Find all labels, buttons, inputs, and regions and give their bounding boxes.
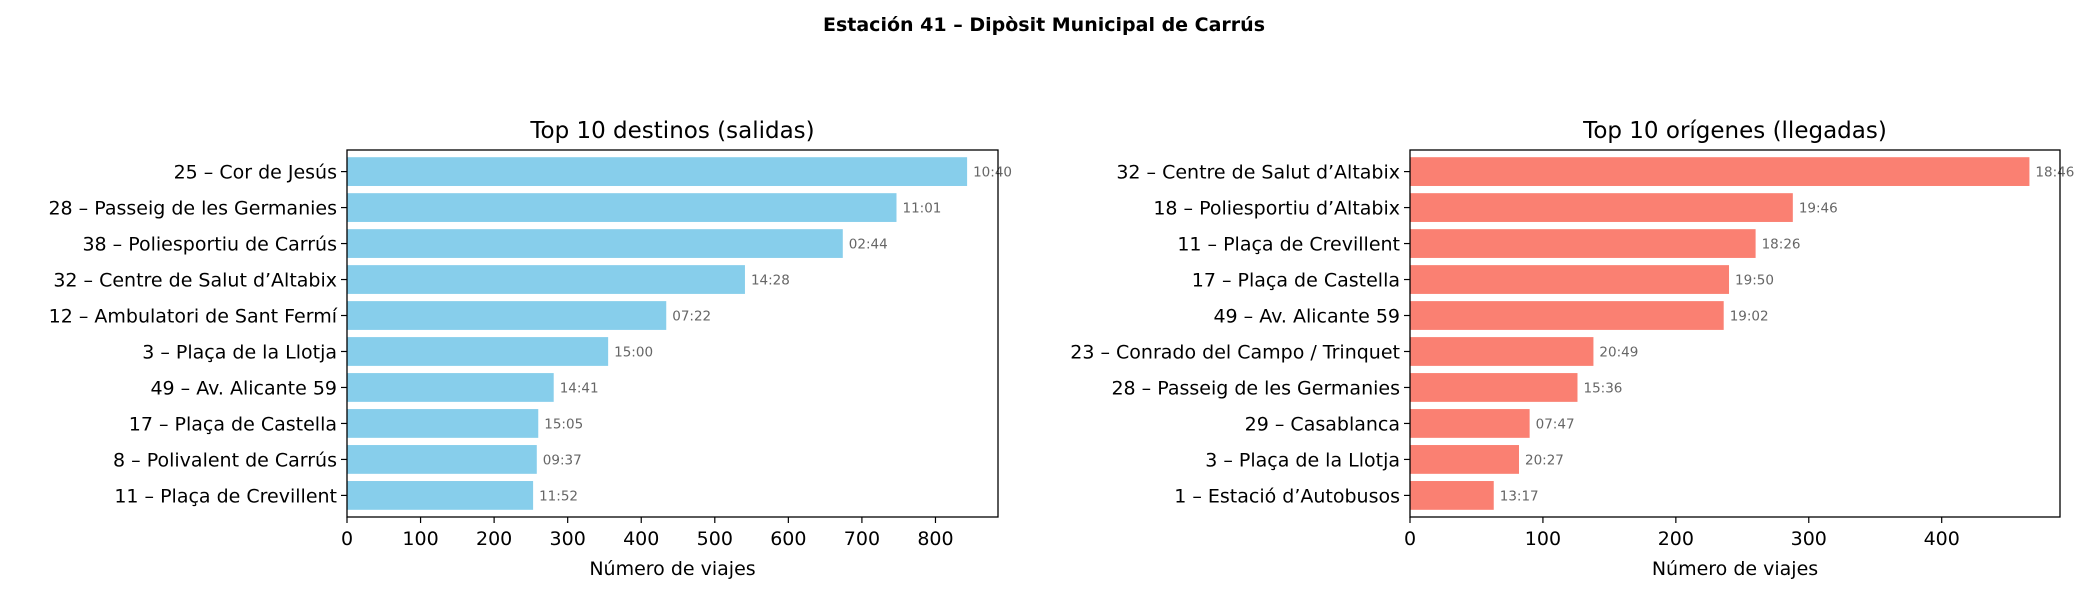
- data-label: 13:17: [1500, 488, 1539, 504]
- x-tick-label: 0: [1404, 528, 1416, 550]
- data-label: 14:41: [560, 380, 599, 396]
- category-label: 3 – Plaça de la Llotja: [1205, 449, 1400, 471]
- bar: [1410, 301, 1724, 330]
- bar: [347, 373, 554, 402]
- bar: [347, 301, 667, 330]
- category-label: 11 – Plaça de Crevillent: [114, 485, 337, 507]
- bar: [1410, 193, 1793, 222]
- bar: [347, 229, 843, 258]
- x-tick-label: 100: [402, 528, 438, 550]
- bar: [347, 481, 534, 510]
- category-label: 28 – Passeig de les Germanies: [48, 198, 337, 220]
- x-tick-label: 0: [341, 528, 353, 550]
- data-label: 15:00: [614, 344, 653, 360]
- category-label: 49 – Av. Alicante 59: [150, 377, 337, 399]
- data-label: 07:22: [672, 309, 711, 325]
- figure-suptitle: Estación 41 – Dipòsit Municipal de Carrú…: [823, 14, 1265, 36]
- category-label: 18 – Poliesportiu d’Altabix: [1153, 198, 1400, 220]
- bar: [1410, 409, 1530, 438]
- category-label: 3 – Plaça de la Llotja: [142, 341, 337, 363]
- data-label: 07:47: [1536, 416, 1575, 432]
- category-label: 32 – Centre de Salut d’Altabix: [53, 270, 337, 292]
- data-label: 18:26: [1762, 237, 1801, 253]
- chart-panel-origenes: Top 10 orígenes (llegadas) 32 – Centre de…: [1070, 118, 2074, 580]
- data-label: 19:46: [1799, 201, 1838, 217]
- x-tick-label: 300: [550, 528, 586, 550]
- category-label: 49 – Av. Alicante 59: [1213, 306, 1400, 328]
- axes-frame: [1409, 149, 2061, 518]
- category-label: 38 – Poliesportiu de Carrús: [82, 234, 337, 256]
- x-axis-label: Número de viajes: [589, 558, 755, 580]
- data-label: 11:52: [539, 488, 578, 504]
- data-label: 19:50: [1735, 273, 1774, 289]
- bar: [347, 157, 968, 186]
- data-label: 20:49: [1599, 344, 1638, 360]
- chart-panel-destinos: Top 10 destinos (salidas) 25 – Cor de Jes…: [48, 118, 1012, 580]
- data-label: 15:36: [1583, 380, 1622, 396]
- category-label: 25 – Cor de Jesús: [174, 162, 337, 184]
- bar: [1410, 229, 1756, 258]
- x-tick-label: 800: [917, 528, 953, 550]
- category-label: 17 – Plaça de Castella: [1192, 270, 1400, 292]
- x-tick-label: 700: [844, 528, 880, 550]
- data-label: 14:28: [751, 273, 790, 289]
- data-label: 11:01: [902, 201, 941, 217]
- bar: [347, 193, 897, 222]
- x-tick-label: 200: [1658, 528, 1694, 550]
- bar: [1410, 265, 1730, 294]
- data-label: 02:44: [849, 237, 888, 253]
- category-label: 1 – Estació d’Autobusos: [1174, 485, 1400, 507]
- chart-title: Top 10 orígenes (llegadas): [1582, 118, 1887, 144]
- data-label: 10:40: [973, 165, 1012, 181]
- x-tick-label: 400: [1924, 528, 1960, 550]
- x-tick-label: 400: [623, 528, 659, 550]
- category-label: 12 – Ambulatori de Sant Fermí: [49, 306, 338, 328]
- bar: [347, 409, 539, 438]
- bar: [347, 337, 609, 366]
- x-tick-label: 100: [1525, 528, 1561, 550]
- bar: [1410, 373, 1578, 402]
- x-axis-label: Número de viajes: [1652, 558, 1818, 580]
- bar: [1410, 481, 1494, 510]
- chart-title: Top 10 destinos (salidas): [529, 118, 814, 144]
- bar: [347, 265, 745, 294]
- x-tick-label: 600: [770, 528, 806, 550]
- data-label: 15:05: [544, 416, 583, 432]
- bar: [347, 445, 537, 474]
- data-label: 19:02: [1730, 309, 1769, 325]
- x-tick-label: 200: [476, 528, 512, 550]
- x-tick-label: 300: [1791, 528, 1827, 550]
- data-label: 20:27: [1525, 452, 1564, 468]
- category-label: 32 – Centre de Salut d’Altabix: [1116, 162, 1400, 184]
- category-label: 8 – Polivalent de Carrús: [113, 449, 337, 471]
- category-label: 11 – Plaça de Crevillent: [1177, 234, 1400, 256]
- bar: [1410, 445, 1519, 474]
- category-label: 28 – Passeig de les Germanies: [1111, 377, 1400, 399]
- axes-frame: [346, 149, 999, 518]
- data-label: 18:46: [2035, 165, 2074, 181]
- bar: [1410, 157, 2030, 186]
- category-label: 23 – Conrado del Campo / Trinquet: [1070, 341, 1400, 363]
- bar: [1410, 337, 1594, 366]
- category-label: 17 – Plaça de Castella: [129, 413, 337, 435]
- data-label: 09:37: [543, 452, 582, 468]
- category-label: 29 – Casablanca: [1245, 413, 1400, 435]
- x-tick-label: 500: [697, 528, 733, 550]
